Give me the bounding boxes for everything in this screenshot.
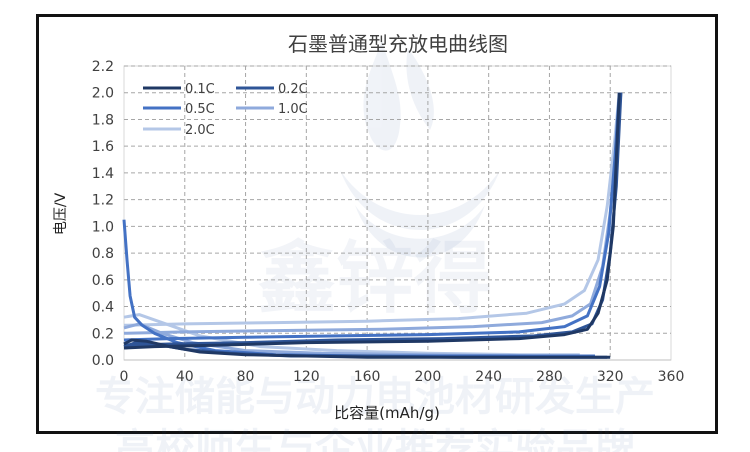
x-tick-label: 320: [597, 369, 624, 385]
x-tick-label: 40: [176, 369, 194, 385]
y-axis-label: 电压/V: [53, 192, 69, 235]
legend-label: 2.0C: [185, 123, 215, 138]
y-tick-label: 2.2: [92, 59, 114, 75]
y-tick-label: 0.0: [92, 353, 114, 369]
chart-title: 石墨普通型充放电曲线图: [288, 32, 508, 56]
y-tick-label: 0.2: [92, 326, 114, 342]
legend-label: 0.5C: [185, 102, 215, 117]
y-tick-label: 1.6: [92, 139, 114, 155]
y-tick-label: 0.8: [92, 246, 114, 262]
legend: 0.1C 0.2C 0.5C 1.0C 2.0C: [143, 82, 308, 138]
x-tick-label: 0: [120, 369, 129, 385]
axes: 0 40 80 120 160 200 240 280 320 360 0.0 0.2 0.4 0.6 0.…: [92, 59, 685, 385]
legend-label: 0.1C: [185, 82, 215, 97]
y-tick-label: 0.6: [92, 273, 114, 289]
y-tick-label: 1.8: [92, 112, 114, 128]
series-0_5C-charge-line: [123, 92, 621, 342]
legend-label: 1.0C: [278, 102, 308, 117]
y-tick-label: 0.4: [92, 300, 114, 316]
y-tick-label: 1.0: [92, 219, 114, 235]
grid: [124, 65, 671, 360]
y-tick-label: 1.2: [92, 193, 114, 209]
x-tick-label: 80: [237, 369, 255, 385]
x-axis-label: 比容量(mAh/g): [334, 404, 440, 422]
x-tick-label: 200: [415, 369, 442, 385]
series-0_1C-charge-line: [123, 92, 621, 350]
series-0_1C-discharge-line: [123, 338, 611, 359]
x-tick-label: 360: [658, 369, 685, 385]
x-tick-label: 120: [293, 369, 320, 385]
y-tick-label: 1.4: [92, 166, 114, 182]
series-lines: [122, 92, 623, 359]
y-tick-label: 2.0: [92, 86, 114, 102]
x-tick-label: 160: [354, 369, 381, 385]
series-2_0C-charge-line: [123, 92, 621, 327]
x-tick-label: 240: [475, 369, 502, 385]
x-tick-label: 280: [536, 369, 563, 385]
legend-label: 0.2C: [278, 82, 308, 97]
